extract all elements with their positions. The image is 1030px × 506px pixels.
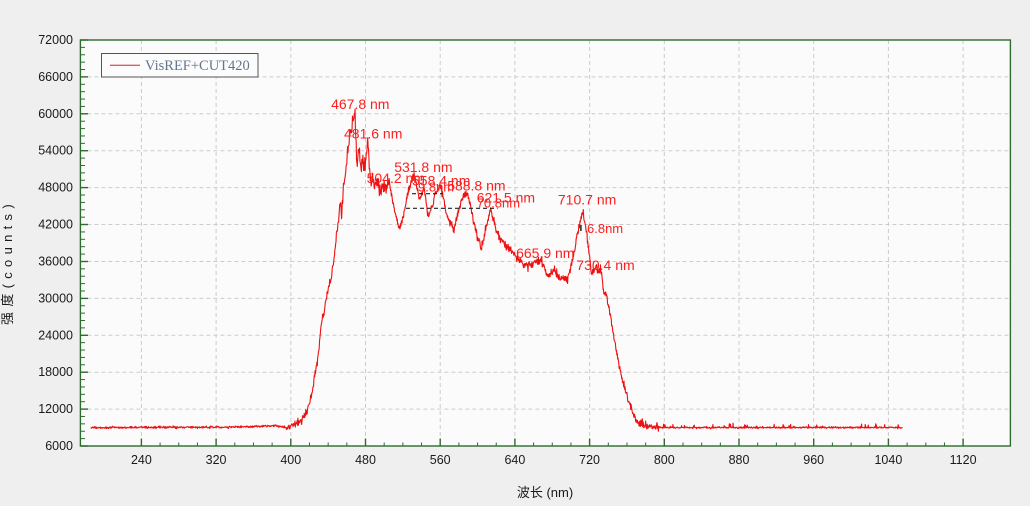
- svg-text:6.8nm: 6.8nm: [587, 221, 623, 236]
- svg-text:12000: 12000: [38, 402, 73, 416]
- svg-text:VisREF+CUT420: VisREF+CUT420: [145, 58, 250, 74]
- svg-text:48000: 48000: [38, 181, 73, 195]
- svg-text:9.8nm: 9.8nm: [418, 180, 454, 195]
- svg-text:400: 400: [280, 453, 301, 467]
- svg-text:42000: 42000: [38, 218, 73, 232]
- svg-text:880: 880: [729, 453, 750, 467]
- svg-text:730.4 nm: 730.4 nm: [576, 257, 634, 273]
- svg-text:70.8nm: 70.8nm: [477, 196, 520, 211]
- svg-text:720: 720: [579, 453, 600, 467]
- svg-text:54000: 54000: [38, 144, 73, 158]
- svg-text:480: 480: [355, 453, 376, 467]
- svg-text:800: 800: [654, 453, 675, 467]
- svg-text:60000: 60000: [38, 107, 73, 121]
- svg-text:24000: 24000: [38, 328, 73, 342]
- svg-text:18000: 18000: [38, 365, 73, 379]
- svg-text:560: 560: [430, 453, 451, 467]
- svg-text:320: 320: [206, 453, 227, 467]
- svg-text:481.6 nm: 481.6 nm: [344, 126, 402, 142]
- svg-text:665.9 nm: 665.9 nm: [516, 245, 574, 261]
- svg-text:467.8 nm: 467.8 nm: [331, 96, 389, 112]
- svg-text:710.7 nm: 710.7 nm: [558, 192, 616, 208]
- svg-text:640: 640: [504, 453, 525, 467]
- svg-text:1040: 1040: [874, 453, 902, 467]
- svg-text:240: 240: [131, 453, 152, 467]
- svg-text:1120: 1120: [950, 453, 977, 467]
- svg-text:36000: 36000: [38, 255, 73, 269]
- svg-text:66000: 66000: [38, 70, 73, 84]
- svg-text:强度(counts): 强度(counts): [0, 199, 15, 325]
- svg-text:6000: 6000: [45, 439, 73, 453]
- svg-text:72000: 72000: [38, 33, 73, 47]
- svg-text:波长 (nm): 波长 (nm): [517, 485, 573, 500]
- svg-text:960: 960: [803, 453, 824, 467]
- svg-text:30000: 30000: [38, 291, 73, 305]
